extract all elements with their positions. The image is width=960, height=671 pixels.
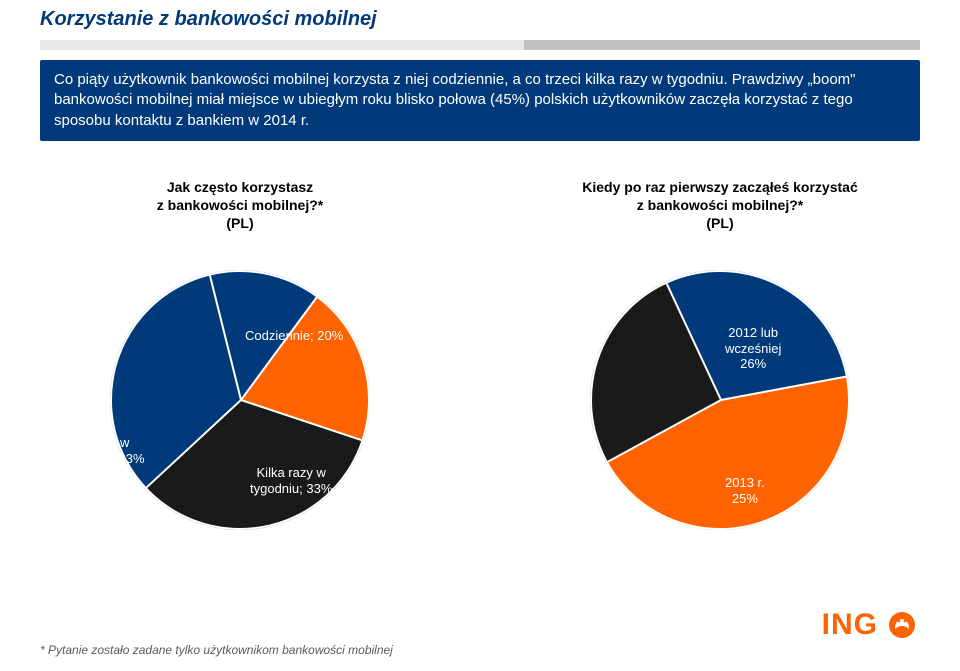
- ing-logo: ING: [822, 607, 920, 643]
- pie-slice-label: Codziennie; 20%: [245, 328, 343, 344]
- pie-left: Kilka razy w roku lub rzadziej; 14%Codzi…: [110, 270, 370, 530]
- pie-right: 2012 lub wcześniej 26%2014 r. 45%2013 r.…: [590, 270, 850, 530]
- title-stripe: [40, 40, 920, 50]
- ing-logo-text: ING: [822, 608, 878, 642]
- pie-slice-label: 2012 lub wcześniej 26%: [725, 325, 781, 372]
- chart-titles-row: Jak często korzystaszz bankowości mobiln…: [0, 178, 960, 233]
- chart-left-title: Jak często korzystaszz bankowości mobiln…: [0, 178, 480, 233]
- chart-right-title: Kiedy po raz pierwszy zacząłeś korzystać…: [480, 178, 960, 233]
- page-title: Korzystanie z bankowości mobilnej: [40, 8, 377, 31]
- pie-slice-label: 2013 r. 25%: [725, 475, 765, 506]
- lion-icon: [884, 607, 920, 643]
- pie-slice-label: Kilka razy w tygodniu; 33%: [250, 465, 332, 496]
- pie-slice-label: 2014 r. 45%: [850, 390, 890, 421]
- charts-row: Kilka razy w roku lub rzadziej; 14% Codzi…: [0, 255, 960, 545]
- footnote: * Pytanie zostało zadane tylko użytkowni…: [40, 643, 393, 657]
- pie-border: [590, 270, 850, 530]
- pie-slice-label: Kilka razy w miesiącu; 33%: [60, 435, 145, 466]
- lead-callout: Co piąty użytkownik bankowości mobilnej …: [40, 60, 920, 141]
- chart-right-cell: 2012 lub wcześniej 26% 2014 r. 45% 2013 r.…: [480, 255, 960, 545]
- chart-left-cell: Kilka razy w roku lub rzadziej; 14% Codzi…: [0, 255, 480, 545]
- pie-slice-label: Kilka razy w roku lub rzadziej; 14%: [80, 290, 139, 352]
